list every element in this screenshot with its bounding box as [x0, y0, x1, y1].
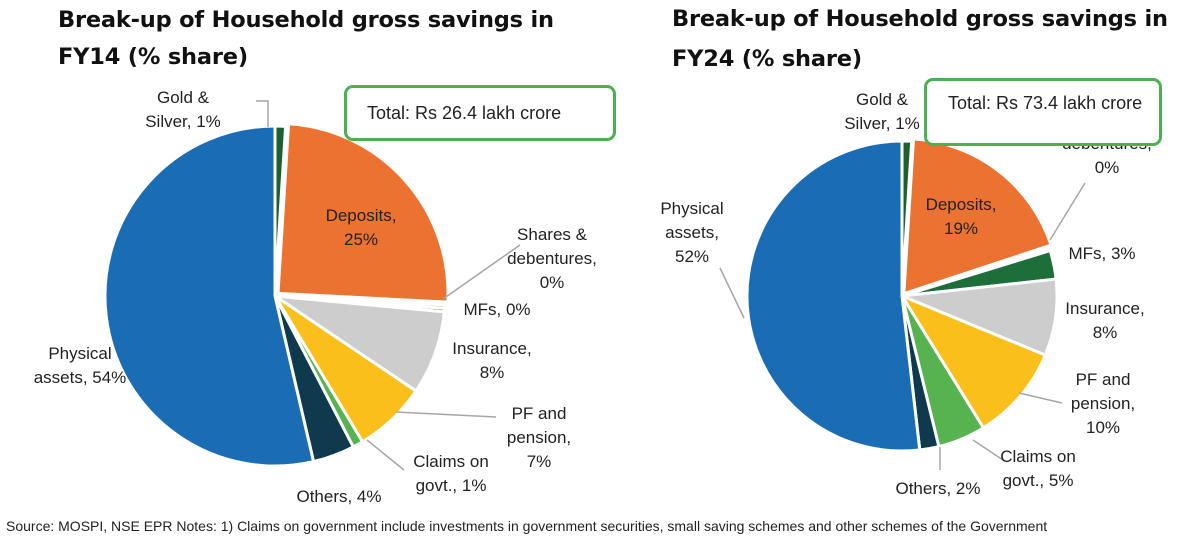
fy14-leader-gold-and-silver	[256, 100, 269, 127]
fy24-data-label-deposits: Deposits, 19%	[926, 195, 997, 238]
fy14-data-label-claims-on-govt: Claims on govt., 1%	[413, 452, 489, 495]
fy14-data-label-gold-and-silver: Gold & Silver, 1%	[145, 88, 221, 131]
fy24-slice-physical-assets	[745, 139, 922, 453]
total-annotation-fy24: Total: Rs 73.4 lakh crore	[924, 78, 1162, 146]
fy14-data-label-deposits: Deposits, 25%	[326, 206, 397, 249]
chart-title-fy24: Break-up of Household gross savings in F…	[672, 6, 1168, 72]
pie-chart-fy24: Gold &Silver, 1%Deposits,19%Shares &debe…	[660, 90, 1152, 498]
fy24-data-label-claims-on-govt: Claims on govt., 5%	[1000, 447, 1076, 490]
source-note: Source: MOSPI, NSE EPR Notes: 1) Claims …	[6, 518, 1048, 534]
fy14-data-label-shares-and-debentures: Shares & debentures, 0%	[507, 225, 597, 292]
fy14-leader-shares-and-debentures	[442, 244, 521, 300]
fy24-data-label-physical-assets: Physical assets, 52%	[660, 199, 723, 266]
fy24-leader-shares-and-debentures	[1049, 182, 1086, 241]
fy24-leader-pf-and-pension	[1018, 392, 1063, 404]
fy24-data-label-gold-and-silver: Gold & Silver, 1%	[844, 90, 920, 133]
chart-title-fy14: Break-up of Household gross savings in F…	[58, 7, 554, 70]
fy14-slice-deposits	[276, 122, 450, 304]
fy14-data-label-pf-and-pension: PF and pension, 7%	[507, 404, 571, 471]
fy14-leader-claims-on-govt	[366, 439, 405, 471]
pie-chart-fy14: Gold & Silver, 1% Deposits, 25% Shares & debe…	[34, 88, 597, 506]
fy14-data-label-insurance: Insurance, 8%	[452, 339, 531, 382]
fy24-leader-claims-on-govt	[972, 439, 1004, 461]
fy24-leader-physical-assets	[719, 267, 745, 319]
total-annotation-fy14: Total: Rs 26.4 lakh crore	[344, 85, 616, 141]
fy14-data-label-physical-assets: Physical assets, 54%	[34, 344, 127, 387]
fy24-data-label-others: Others, 2%	[895, 479, 980, 498]
fy24-slice-pf-and-pension	[900, 294, 1047, 430]
fy14-data-label-others: Others, 4%	[296, 487, 381, 506]
fy14-data-label-mfs: MFs, 0%	[463, 300, 530, 319]
fy24-data-label-mfs: MFs, 3%	[1068, 244, 1135, 263]
fy24-data-label-pf-and-pension: PF and pension, 10%	[1071, 370, 1135, 437]
fy14-slice-physical-assets	[103, 124, 316, 468]
fy24-data-label-insurance: Insurance, 8%	[1065, 299, 1144, 342]
fy14-leader-pf-and-pension	[395, 411, 497, 418]
